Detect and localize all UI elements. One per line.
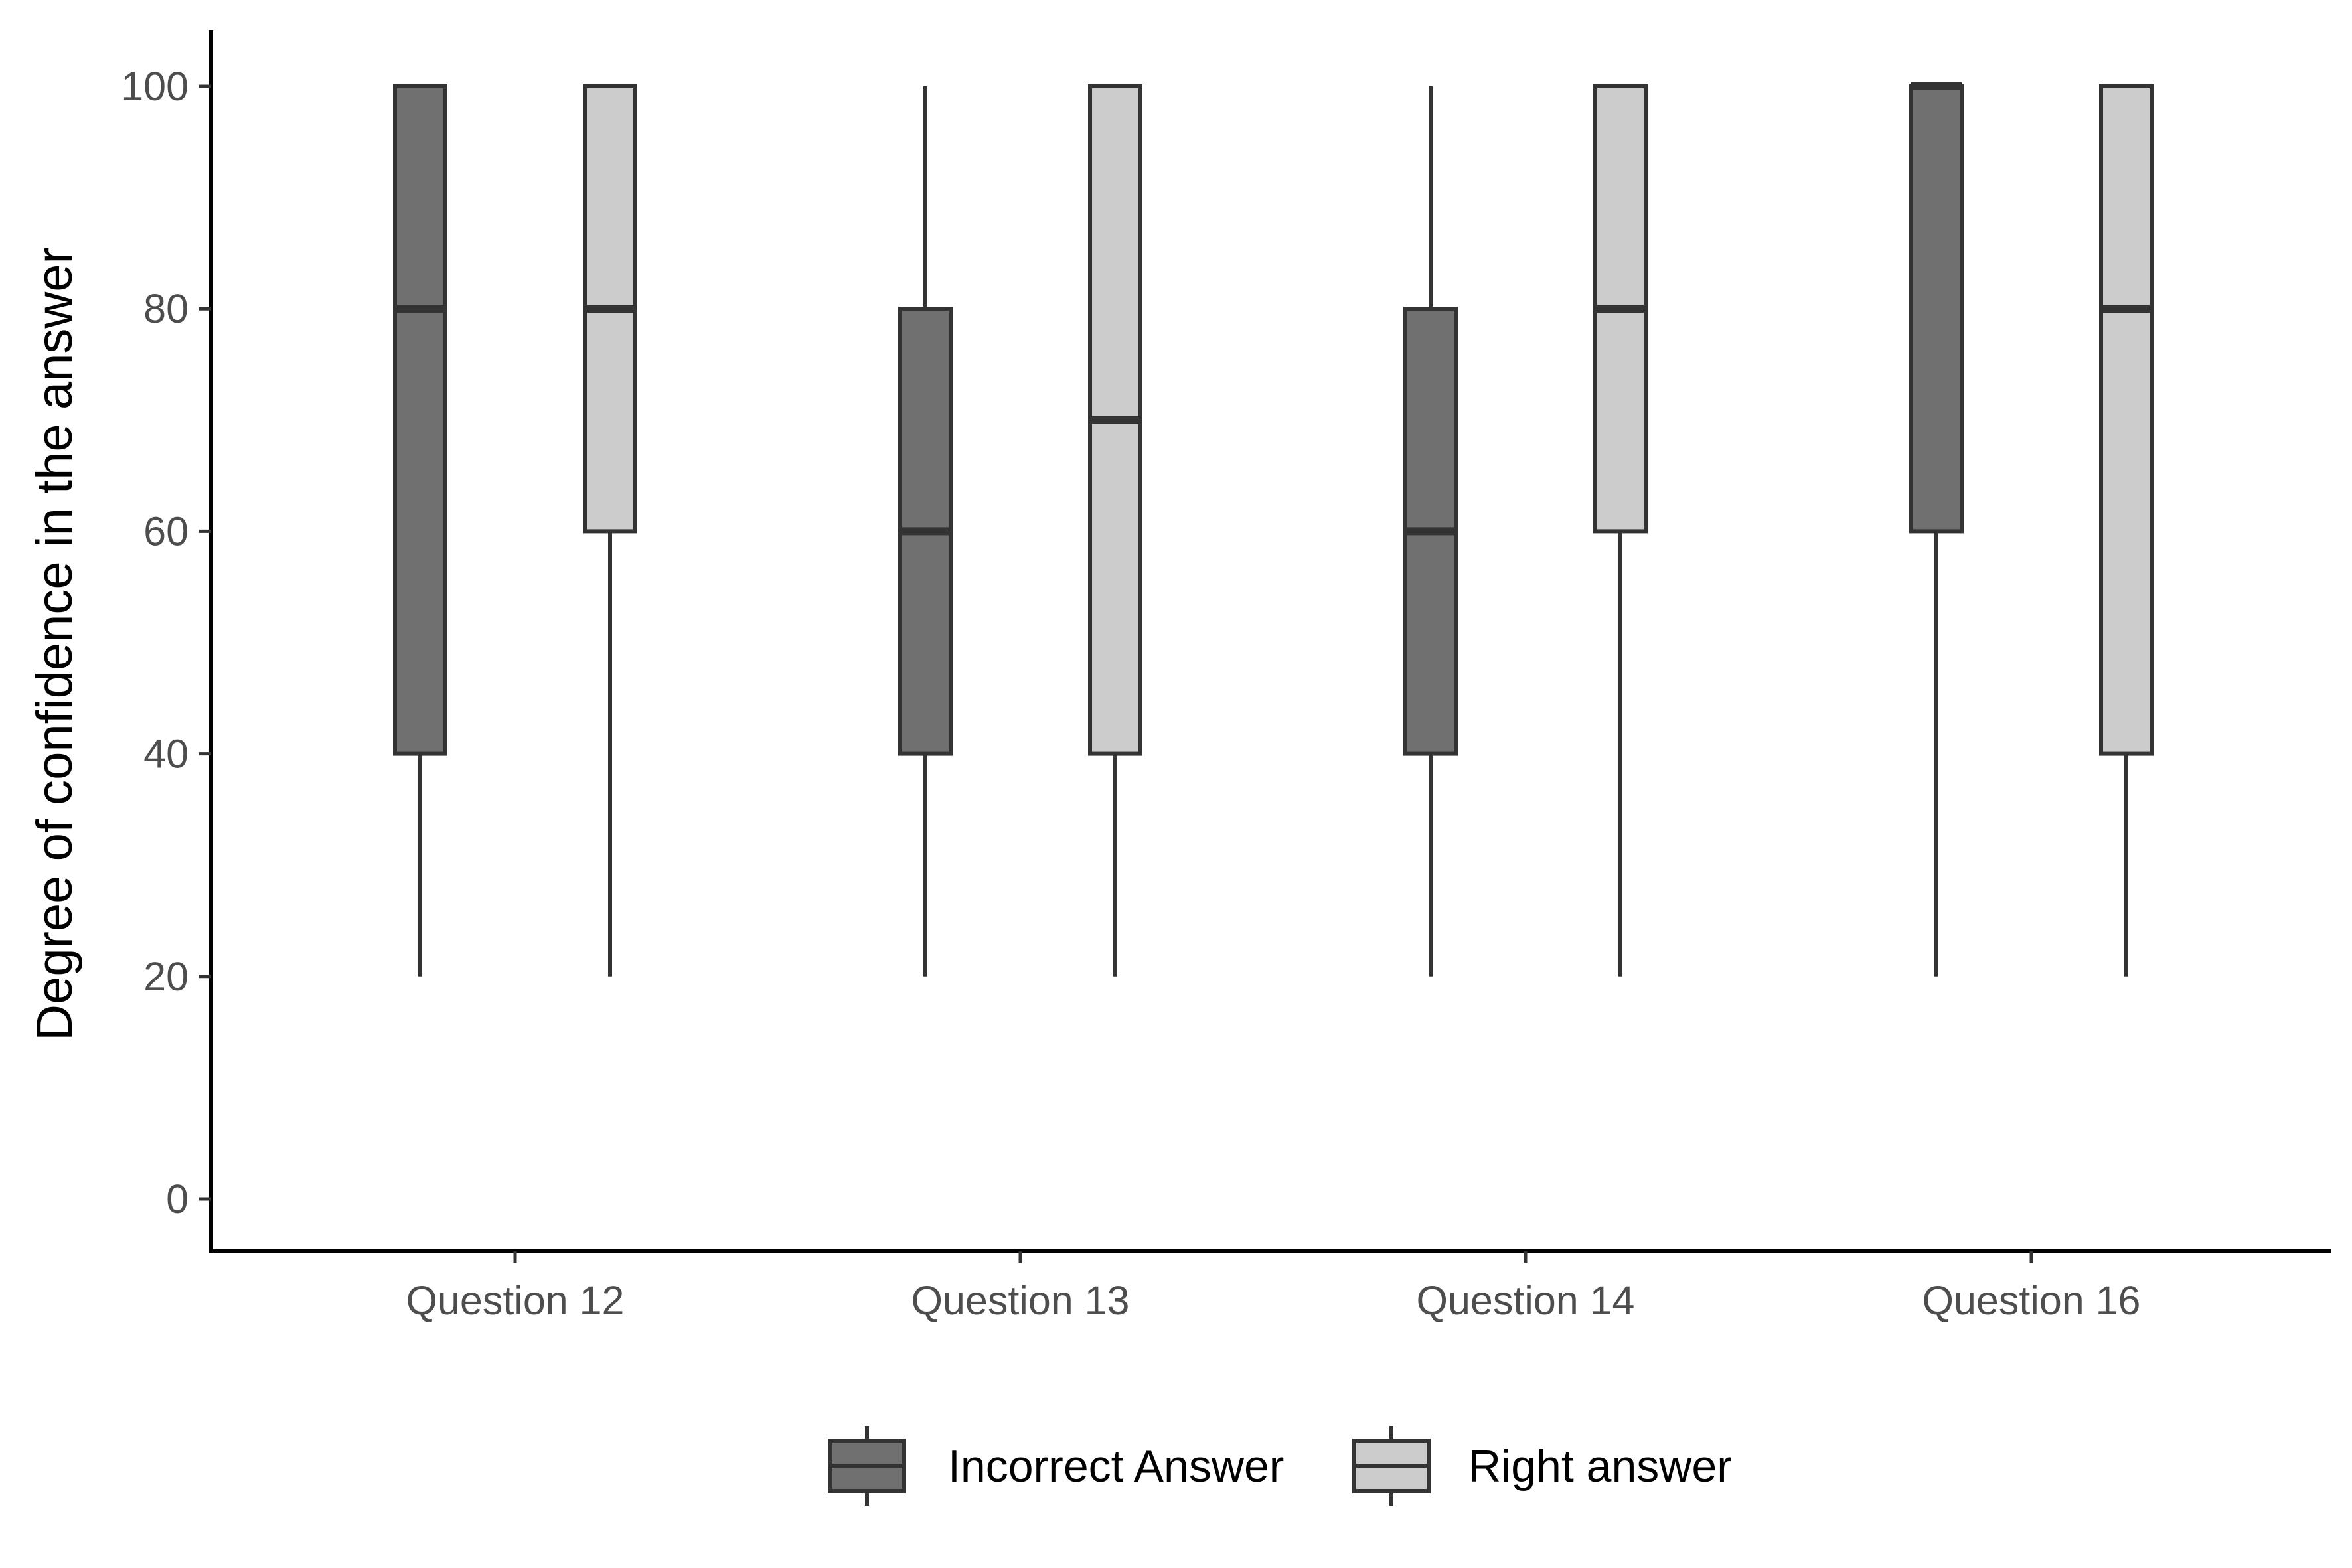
y-axis-title: Degree of confidence in the answer — [27, 247, 83, 1041]
box-body — [1909, 84, 1964, 534]
legend-item-0: Incorrect Answer — [828, 1426, 1284, 1506]
axes: 0 20 40 60 80 100 Question 12 Question 13 Questi… — [121, 30, 2331, 1323]
box-1-1 — [1088, 84, 1142, 977]
box-body — [2099, 84, 2154, 756]
legend-label: Right answer — [1468, 1441, 1732, 1492]
y-tick-label: 20 — [143, 954, 189, 999]
x-tick-label: Question 14 — [1417, 1278, 1635, 1323]
y-tick-label: 60 — [143, 509, 189, 554]
legend-item-1: Right answer — [1352, 1426, 1732, 1506]
box-0-0 — [393, 84, 447, 977]
box-1-2 — [1593, 84, 1648, 977]
legend: Incorrect Answer Right answer — [828, 1426, 1732, 1506]
box-0-3 — [1909, 82, 1964, 977]
x-tick-label: Question 16 — [1922, 1278, 2141, 1323]
x-tick-label: Question 12 — [406, 1278, 625, 1323]
x-tick-label: Question 13 — [911, 1278, 1130, 1323]
box-1-0 — [583, 84, 637, 977]
box-0-2 — [1403, 86, 1458, 977]
y-tick-label: 0 — [166, 1176, 189, 1221]
plot-area — [393, 82, 2154, 977]
y-tick-label: 80 — [143, 286, 189, 331]
legend-label: Incorrect Answer — [948, 1441, 1284, 1492]
y-tick-label: 100 — [121, 64, 189, 109]
box-0-1 — [898, 86, 953, 977]
box-body — [393, 84, 447, 756]
box-1-3 — [2099, 84, 2154, 977]
y-tick-label: 40 — [143, 732, 189, 777]
